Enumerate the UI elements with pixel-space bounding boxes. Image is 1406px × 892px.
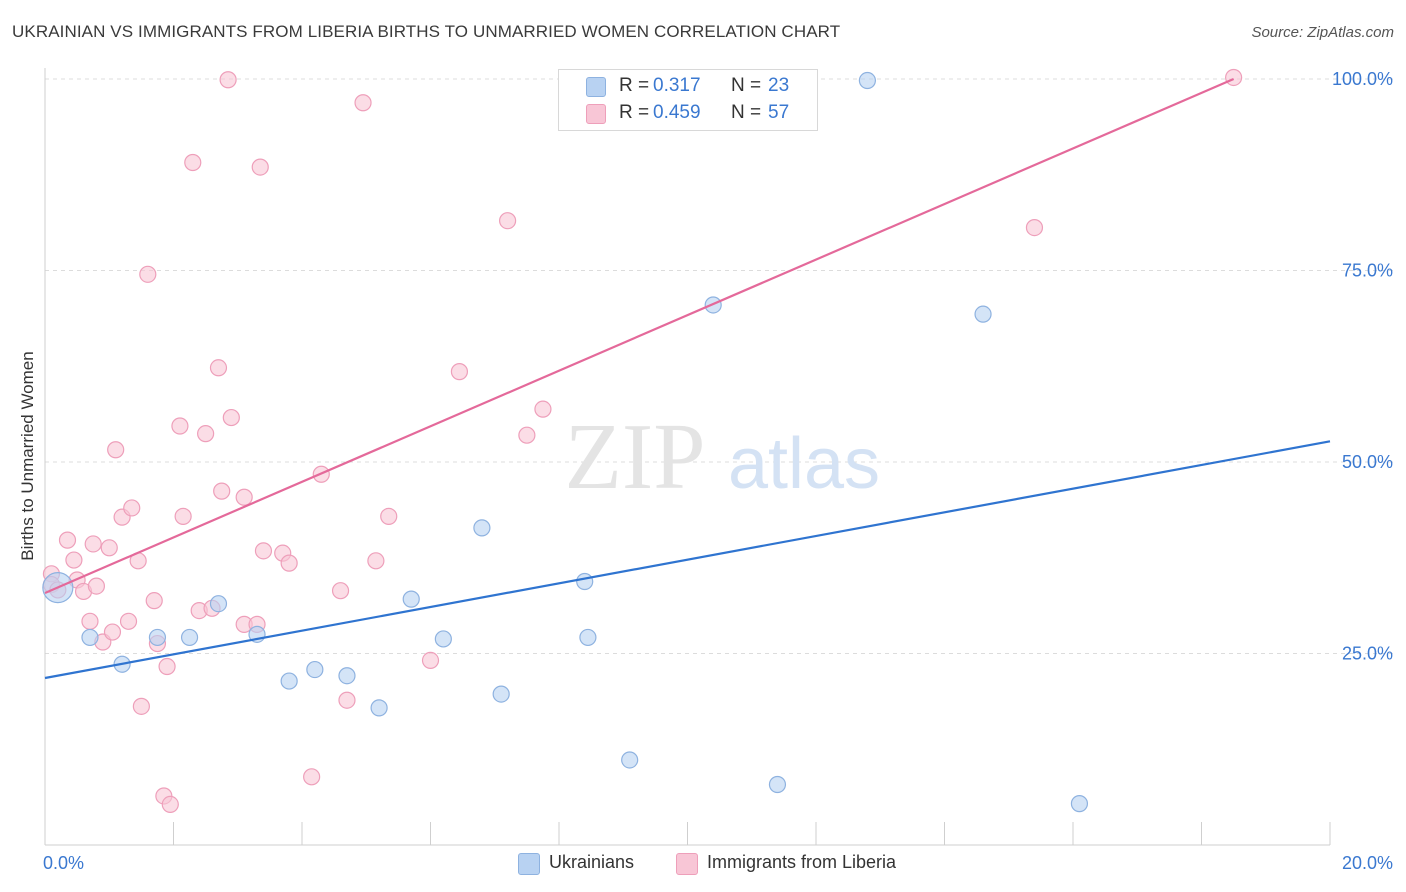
ukrainian-point (769, 776, 785, 792)
trend-lines (45, 79, 1330, 678)
x-tick-label: 0.0% (43, 853, 84, 873)
ukrainian-point (580, 629, 596, 645)
liberia-point (82, 613, 98, 629)
n-value: 23 (768, 75, 789, 97)
legend-swatch-blue (518, 853, 540, 875)
ukrainian-point (371, 700, 387, 716)
watermark-zip: ZIP (565, 405, 706, 509)
y-tick-label: 25.0% (1342, 644, 1393, 664)
liberia-point (162, 796, 178, 812)
tick-labels: 25.0% 50.0% 75.0% 100.0% 0.0% 20.0% (43, 69, 1393, 873)
liberia-point (255, 543, 271, 559)
n-label: N = (731, 102, 761, 124)
legend-label-ukrainians: Ukrainians (549, 852, 634, 873)
liberia-point (140, 266, 156, 282)
liberia-point (133, 698, 149, 714)
ukrainian-point (403, 591, 419, 607)
watermark-atlas: atlas (728, 424, 880, 504)
liberia-point (368, 553, 384, 569)
liberia-point (198, 426, 214, 442)
ukrainian-point (474, 520, 490, 536)
liberia-point (236, 489, 252, 505)
liberia-point (210, 360, 226, 376)
liberia-point (535, 401, 551, 417)
ukrainian-point (493, 686, 509, 702)
n-value: 57 (768, 102, 789, 124)
r-label: R = (619, 102, 649, 124)
liberia-point (214, 483, 230, 499)
liberia-point (66, 552, 82, 568)
r-value: 0.317 (653, 75, 701, 97)
liberia-point (59, 532, 75, 548)
liberia-point (423, 652, 439, 668)
n-label: N = (731, 75, 761, 97)
liberia-point (146, 593, 162, 609)
liberia-point (1026, 220, 1042, 236)
x-tick-label: 20.0% (1342, 853, 1393, 873)
legend-swatch-pink (586, 104, 606, 124)
ukrainian-point (149, 629, 165, 645)
liberia-point (175, 508, 191, 524)
liberia-point (519, 427, 535, 443)
trend-line-liberia (45, 79, 1234, 593)
ukrainian-point (1071, 796, 1087, 812)
r-value: 0.459 (653, 102, 701, 124)
r-label: R = (619, 75, 649, 97)
liberia-point (223, 410, 239, 426)
liberia-point (1226, 69, 1242, 85)
liberia-point (220, 72, 236, 88)
ukrainian-point (281, 673, 297, 689)
ukrainian-point (622, 752, 638, 768)
ukrainian-point (435, 631, 451, 647)
ukrainian-point (339, 668, 355, 684)
ukrainian-point (82, 629, 98, 645)
liberia-point (451, 364, 467, 380)
liberia-point (124, 500, 140, 516)
ukrainian-point (182, 629, 198, 645)
stats-legend: R = 0.317 N = 23 R = 0.459 N = 57 (558, 69, 818, 131)
scatter-chart: ZIP atlas 25.0% 50.0% 75.0% 100.0% 0.0% 20.0% (0, 0, 1406, 892)
liberia-point (88, 578, 104, 594)
y-tick-label: 75.0% (1342, 261, 1393, 281)
legend-label-liberia: Immigrants from Liberia (707, 852, 896, 873)
legend-swatch-blue (586, 77, 606, 97)
y-axis-label: Births to Unmarried Women (18, 351, 38, 560)
y-tick-label: 50.0% (1342, 452, 1393, 472)
ukrainian-point (975, 306, 991, 322)
grid-lines (45, 79, 1393, 654)
liberia-point (304, 769, 320, 785)
ukrainian-point (859, 73, 875, 89)
liberia-point (500, 213, 516, 229)
legend-swatch-pink (676, 853, 698, 875)
liberia-point (185, 154, 201, 170)
liberia-point (333, 583, 349, 599)
liberia-point (381, 508, 397, 524)
liberia-point (159, 659, 175, 675)
ukrainian-point (577, 573, 593, 589)
liberia-point (104, 624, 120, 640)
liberia-point (108, 442, 124, 458)
liberia-point (339, 692, 355, 708)
ukrainian-point (307, 662, 323, 678)
liberia-point (85, 536, 101, 552)
liberia-point (101, 540, 117, 556)
liberia-point (252, 159, 268, 175)
ukrainian-point (210, 596, 226, 612)
liberia-point (172, 418, 188, 434)
liberia-point (281, 555, 297, 571)
liberia-point (121, 613, 137, 629)
y-tick-label: 100.0% (1332, 69, 1393, 89)
liberia-point (355, 95, 371, 111)
watermark: ZIP atlas (565, 405, 881, 509)
